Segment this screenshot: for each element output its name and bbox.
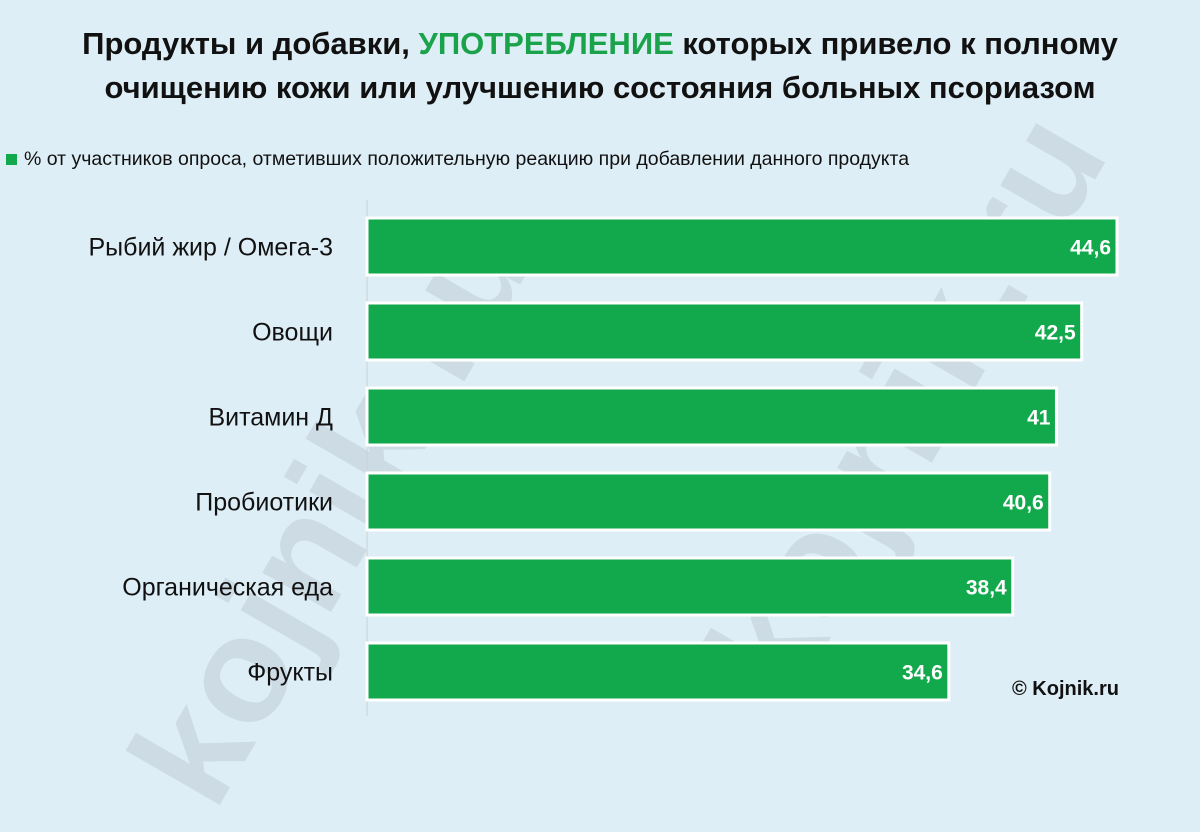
chart-title: Продукты и добавки, УПОТРЕБЛЕНИЕ которых… [0,22,1200,110]
title-highlight: УПОТРЕБЛЕНИЕ [418,26,674,61]
legend-label: % от участников опроса, отметивших полож… [24,148,910,170]
bar [365,556,1015,617]
legend-swatch [6,154,17,165]
bar [365,471,1052,532]
copyright-label: © Kojnik.ru [1012,678,1119,700]
category-label: Овощи [252,319,333,347]
category-label: Фрукты [247,659,333,687]
chart-title-line2: очищению кожи или улучшению состояния бо… [104,70,1096,105]
bar-chart: 44,6 Рыбий жир / Омега-3 42,5 Овощи 41 Витами… [88,200,1119,716]
bar-value-label: 40,6 [1003,492,1044,515]
bar-value-label: 41 [1027,407,1051,430]
category-label: Пробиотики [195,489,333,517]
category-label: Рыбий жир / Омега-3 [88,234,333,262]
legend: % от участников опроса, отметивших полож… [6,148,1200,171]
bar [365,216,1119,277]
title-part1: Продукты и добавки, [82,26,419,61]
category-label: Витамин Д [208,404,333,432]
bar-value-label: 34,6 [902,662,943,685]
bar [365,641,951,702]
title-part2: которых привело к полному [673,26,1118,61]
bar [365,386,1058,447]
bar-value-label: 42,5 [1035,322,1076,345]
bar [365,301,1084,362]
chart-title-line1: Продукты и добавки, УПОТРЕБЛЕНИЕ которых… [0,22,1200,66]
bar-value-label: 44,6 [1070,237,1111,260]
category-label: Органическая еда [122,574,333,602]
bar-value-label: 38,4 [966,577,1007,600]
